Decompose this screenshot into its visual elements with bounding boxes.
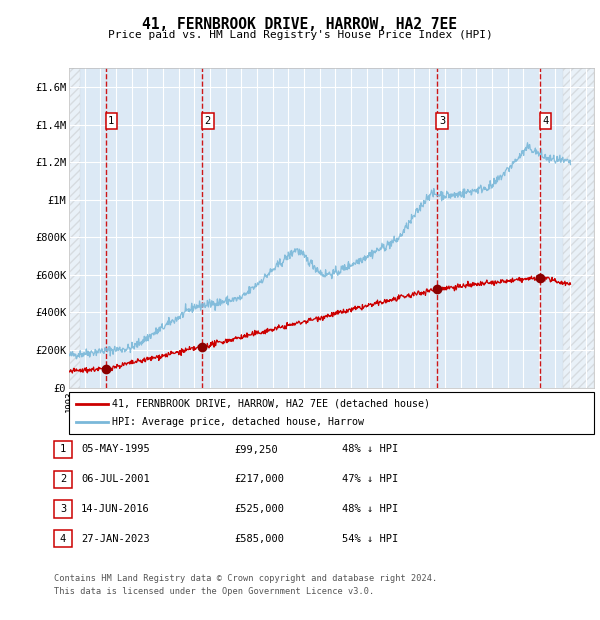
Text: 2: 2 — [205, 116, 211, 126]
Text: 06-JUL-2001: 06-JUL-2001 — [81, 474, 150, 484]
Text: 48% ↓ HPI: 48% ↓ HPI — [342, 504, 398, 514]
Text: This data is licensed under the Open Government Licence v3.0.: This data is licensed under the Open Gov… — [54, 587, 374, 596]
Text: 54% ↓ HPI: 54% ↓ HPI — [342, 534, 398, 544]
Text: 41, FERNBROOK DRIVE, HARROW, HA2 7EE: 41, FERNBROOK DRIVE, HARROW, HA2 7EE — [143, 17, 458, 32]
Text: 14-JUN-2016: 14-JUN-2016 — [81, 504, 150, 514]
Bar — [69, 68, 80, 388]
Text: 47% ↓ HPI: 47% ↓ HPI — [342, 474, 398, 484]
Text: 2: 2 — [60, 474, 66, 484]
Text: Contains HM Land Registry data © Crown copyright and database right 2024.: Contains HM Land Registry data © Crown c… — [54, 574, 437, 583]
Text: 41, FERNBROOK DRIVE, HARROW, HA2 7EE (detached house): 41, FERNBROOK DRIVE, HARROW, HA2 7EE (de… — [112, 399, 430, 409]
Text: 3: 3 — [439, 116, 445, 126]
Text: 4: 4 — [542, 116, 549, 126]
Text: 1: 1 — [108, 116, 115, 126]
Text: £585,000: £585,000 — [234, 534, 284, 544]
Text: £217,000: £217,000 — [234, 474, 284, 484]
Bar — [563, 68, 594, 388]
Text: £525,000: £525,000 — [234, 504, 284, 514]
Text: 05-MAY-1995: 05-MAY-1995 — [81, 445, 150, 454]
Text: 1: 1 — [60, 445, 66, 454]
Text: 3: 3 — [60, 504, 66, 514]
Text: £99,250: £99,250 — [234, 445, 278, 454]
Text: 48% ↓ HPI: 48% ↓ HPI — [342, 445, 398, 454]
Text: 27-JAN-2023: 27-JAN-2023 — [81, 534, 150, 544]
Text: HPI: Average price, detached house, Harrow: HPI: Average price, detached house, Harr… — [112, 417, 364, 427]
Text: 4: 4 — [60, 534, 66, 544]
Text: Price paid vs. HM Land Registry's House Price Index (HPI): Price paid vs. HM Land Registry's House … — [107, 30, 493, 40]
